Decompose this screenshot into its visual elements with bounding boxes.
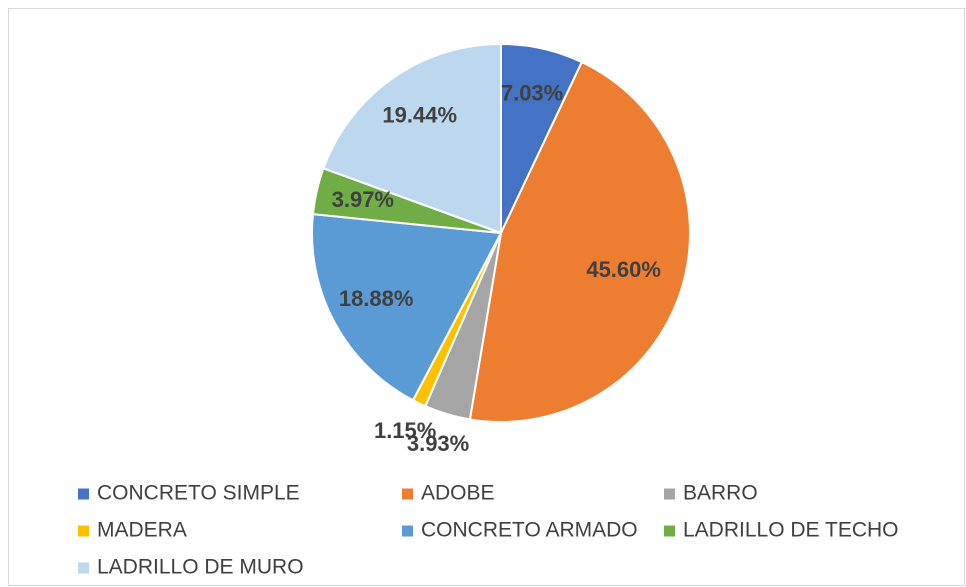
legend-marker bbox=[78, 488, 89, 500]
legend-label: LADRILLO DE TECHO bbox=[683, 519, 899, 542]
legend-marker bbox=[78, 525, 89, 537]
legend-marker bbox=[402, 488, 413, 500]
data-label: 3.93% bbox=[407, 431, 469, 456]
legend-label: LADRILLO DE MURO bbox=[97, 556, 304, 579]
legend-label: BARRO bbox=[683, 482, 758, 505]
pie-slice bbox=[322, 42, 502, 235]
pie-slice bbox=[311, 213, 503, 402]
legend-label: CONCRETO SIMPLE bbox=[97, 482, 300, 505]
data-label: 1.15% bbox=[374, 418, 436, 443]
legend-label: MADERA bbox=[97, 519, 187, 542]
legend-marker bbox=[78, 562, 89, 574]
data-label: 45.60% bbox=[586, 257, 661, 282]
data-label: 7.03% bbox=[501, 81, 563, 106]
data-label: 19.44% bbox=[382, 103, 457, 128]
legend-label: CONCRETO ARMADO bbox=[421, 519, 638, 542]
legend-label: ADOBE bbox=[421, 482, 495, 505]
pie-slice bbox=[468, 60, 691, 423]
data-label: 18.88% bbox=[339, 286, 414, 311]
legend-marker bbox=[664, 525, 675, 537]
data-label: 3.97% bbox=[332, 187, 394, 212]
legend-marker bbox=[664, 488, 675, 500]
legend-marker bbox=[402, 525, 413, 537]
